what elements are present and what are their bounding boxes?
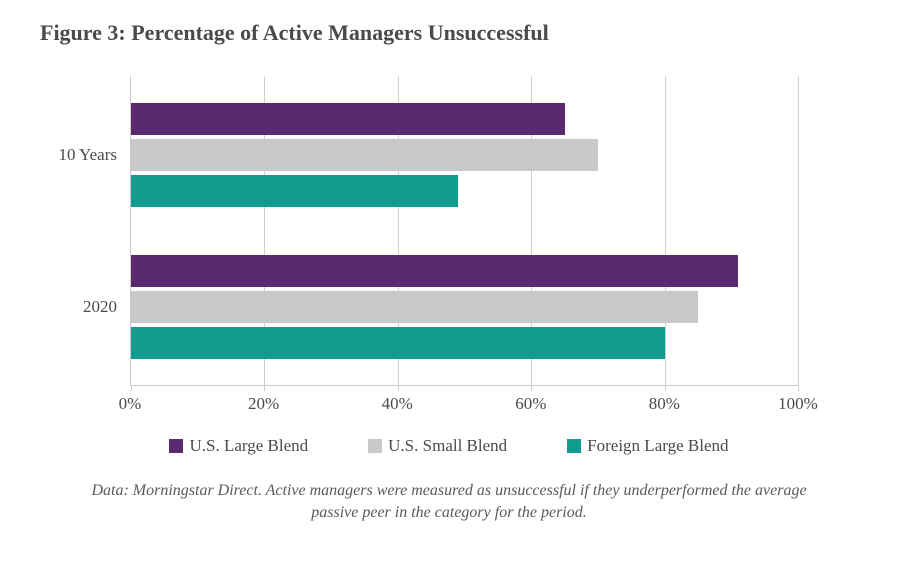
x-axis-tick-label: 60% bbox=[515, 394, 546, 414]
chart-bar bbox=[131, 139, 598, 171]
chart-gridline bbox=[798, 76, 799, 385]
legend-label: U.S. Large Blend bbox=[189, 436, 308, 456]
x-axis-tick-label: 0% bbox=[119, 394, 142, 414]
chart-bar bbox=[131, 103, 565, 135]
legend-item: U.S. Small Blend bbox=[368, 436, 507, 456]
x-axis-tick-label: 80% bbox=[649, 394, 680, 414]
chart-plot-area: 10 Years 2020 bbox=[130, 76, 798, 386]
legend-swatch-icon bbox=[368, 439, 382, 453]
legend-item: Foreign Large Blend bbox=[567, 436, 728, 456]
x-axis-tick-label: 20% bbox=[248, 394, 279, 414]
chart-bar bbox=[131, 175, 458, 207]
bar-group: 10 Years bbox=[131, 103, 798, 211]
y-axis-label: 10 Years bbox=[58, 145, 131, 165]
legend-swatch-icon bbox=[567, 439, 581, 453]
x-axis-tick-label: 40% bbox=[382, 394, 413, 414]
legend-label: Foreign Large Blend bbox=[587, 436, 728, 456]
x-axis-ticks: 0%20%40%60%80%100% bbox=[130, 386, 798, 416]
legend-item: U.S. Large Blend bbox=[169, 436, 308, 456]
figure-title: Figure 3: Percentage of Active Managers … bbox=[40, 20, 858, 46]
x-tick-mark bbox=[798, 385, 799, 391]
chart-bar bbox=[131, 255, 738, 287]
legend-label: U.S. Small Blend bbox=[388, 436, 507, 456]
chart-legend: U.S. Large Blend U.S. Small Blend Foreign … bbox=[40, 436, 858, 456]
chart-bar bbox=[131, 327, 665, 359]
y-axis-label: 2020 bbox=[83, 297, 131, 317]
bar-group: 2020 bbox=[131, 255, 798, 363]
chart-bar bbox=[131, 291, 698, 323]
x-axis-tick-label: 100% bbox=[778, 394, 818, 414]
figure-footnote: Data: Morningstar Direct. Active manager… bbox=[40, 480, 858, 523]
legend-swatch-icon bbox=[169, 439, 183, 453]
